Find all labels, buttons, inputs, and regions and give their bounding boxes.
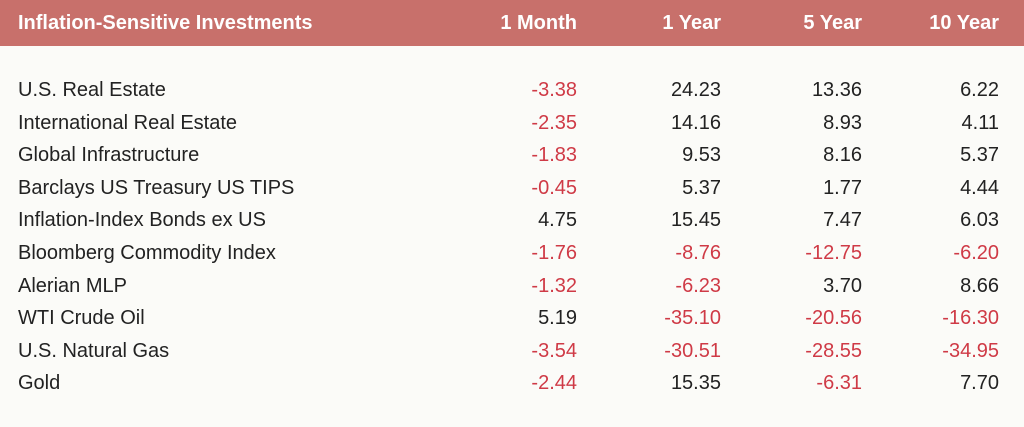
row-label: WTI Crude Oil [18,307,145,330]
cell-5-year: 3.70 [823,274,862,297]
column-header-10-year: 10 Year [929,12,999,34]
table-row: U.S. Natural Gas -3.54 -30.51 -28.55 -34… [0,335,1024,368]
cell-5-year: 8.93 [823,111,862,134]
row-label: Inflation-Index Bonds ex US [18,209,266,232]
cell-1-month: -0.45 [531,176,577,199]
cell-1-year: 15.45 [670,209,721,232]
cell-5-year: 13.36 [811,79,862,101]
row-label: Barclays US Treasury US TIPS [18,176,295,199]
table-row: WTI Crude Oil 5.19 -35.10 -20.56 -16.30 [0,302,1024,335]
cell-1-year: -30.51 [664,339,721,362]
cell-1-year: 24.23 [670,79,721,101]
cell-10-year: 5.37 [960,144,999,167]
cell-1-year: -6.23 [675,274,721,297]
cell-5-year: -6.31 [816,372,862,395]
table-body: U.S. Real Estate -3.38 24.23 13.36 6.22 … [0,74,1024,400]
row-label: U.S. Natural Gas [18,339,170,362]
cell-10-year: 4.44 [960,176,999,199]
table-row: Inflation-Index Bonds ex US 4.75 15.45 7… [0,204,1024,237]
table-header: Inflation-Sensitive Investments 1 Month … [0,0,1024,46]
cell-5-year: -28.55 [805,339,862,362]
column-header-1-month: 1 Month [500,12,577,34]
column-header-1-year: 1 Year [662,12,721,34]
cell-1-month: -2.35 [531,111,577,134]
cell-10-year: -6.20 [953,241,999,264]
cell-1-month: -1.83 [531,144,577,167]
cell-1-year: 15.35 [670,372,721,395]
table-row: International Real Estate -2.35 14.16 8.… [0,107,1024,140]
table-row: Barclays US Treasury US TIPS -0.45 5.37 … [0,172,1024,205]
cell-1-month: -1.76 [531,241,577,264]
cell-1-month: -1.32 [531,274,577,297]
table-row: Bloomberg Commodity Index -1.76 -8.76 -1… [0,237,1024,270]
cell-10-year: 4.11 [961,111,999,134]
cell-1-year: 9.53 [682,144,721,167]
cell-10-year: -34.95 [942,339,999,362]
column-header-5-year: 5 Year [803,12,862,34]
cell-1-month: -2.44 [531,372,577,395]
table-row: Alerian MLP -1.32 -6.23 3.70 8.66 [0,270,1024,303]
cell-1-year: 14.16 [670,111,721,134]
row-label: Bloomberg Commodity Index [18,241,276,264]
cell-1-month: -3.38 [531,79,577,101]
cell-5-year: -12.75 [805,241,862,264]
row-label: Gold [18,372,61,395]
cell-5-year: 8.16 [823,144,862,167]
cell-1-year: -35.10 [664,307,721,330]
cell-10-year: 6.22 [960,79,999,101]
cell-10-year: 7.70 [960,372,999,395]
cell-1-year: -8.76 [675,241,721,264]
table-title: Inflation-Sensitive Investments [18,12,313,34]
table-row: Global Infrastructure -1.83 9.53 8.16 5.… [0,139,1024,172]
row-label: U.S. Real Estate [18,79,166,101]
row-label: Global Infrastructure [18,144,200,167]
cell-10-year: 8.66 [960,274,999,297]
cell-1-month: 4.75 [538,209,577,232]
cell-1-year: 5.37 [682,176,721,199]
cell-10-year: 6.03 [960,209,999,232]
row-label: Alerian MLP [18,274,127,297]
table-row: Gold -2.44 15.35 -6.31 7.70 [0,367,1024,400]
cell-5-year: 1.77 [823,176,862,199]
table-row: U.S. Real Estate -3.38 24.23 13.36 6.22 [0,74,1024,107]
cell-5-year: 7.47 [823,209,862,232]
cell-1-month: 5.19 [538,307,577,330]
row-label: International Real Estate [18,111,238,134]
cell-10-year: -16.30 [942,307,999,330]
cell-5-year: -20.56 [805,307,862,330]
cell-1-month: -3.54 [531,339,577,362]
